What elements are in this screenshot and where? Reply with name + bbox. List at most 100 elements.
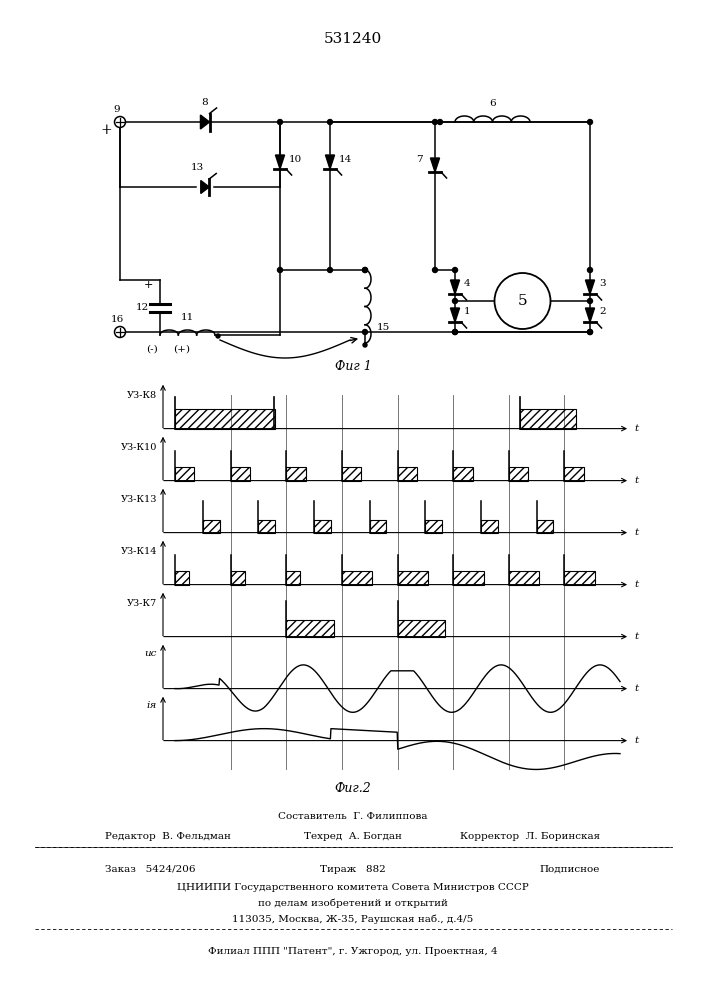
Text: 8: 8 [201, 98, 209, 107]
Polygon shape [201, 115, 209, 129]
Text: (-): (-) [146, 344, 158, 354]
Text: Фиг 1: Фиг 1 [334, 360, 371, 373]
Circle shape [363, 267, 368, 272]
Circle shape [452, 330, 457, 334]
Text: УЗ-К10: УЗ-К10 [121, 444, 157, 452]
Bar [342, 467, 361, 481]
Circle shape [452, 267, 457, 272]
Text: Составитель  Г. Филиппова: Составитель Г. Филиппова [279, 812, 428, 821]
Bar [397, 620, 445, 637]
Circle shape [588, 298, 592, 304]
Bar [286, 467, 305, 481]
Bar [397, 571, 428, 585]
Text: УЗ-К14: УЗ-К14 [120, 548, 157, 556]
Text: 10: 10 [289, 155, 303, 164]
Bar [259, 520, 275, 533]
Circle shape [588, 330, 592, 334]
Text: 9: 9 [114, 105, 120, 114]
Text: 15: 15 [377, 324, 390, 332]
Bar [453, 571, 484, 585]
Text: +: + [100, 123, 112, 137]
Polygon shape [450, 308, 460, 322]
Bar [537, 520, 554, 533]
Bar [230, 571, 245, 585]
Text: 11: 11 [181, 313, 194, 322]
Bar [175, 571, 189, 585]
Circle shape [216, 334, 220, 338]
Circle shape [278, 119, 283, 124]
Circle shape [438, 119, 443, 124]
Text: 1: 1 [464, 308, 471, 316]
Circle shape [494, 273, 551, 329]
Text: ЦНИИПИ Государственного комитета Совета Министров СССР: ЦНИИПИ Государственного комитета Совета … [177, 883, 529, 892]
Bar [370, 520, 386, 533]
Circle shape [327, 267, 332, 272]
Circle shape [363, 330, 368, 334]
Text: Подписное: Подписное [539, 865, 600, 874]
Text: Заказ   5424/206: Заказ 5424/206 [105, 865, 196, 874]
Bar [509, 571, 539, 585]
Polygon shape [276, 155, 284, 169]
Text: t: t [634, 580, 638, 589]
Text: Корректор  Л. Боринская: Корректор Л. Боринская [460, 832, 600, 841]
Polygon shape [201, 180, 209, 194]
Text: УЗ-К7: УЗ-К7 [127, 599, 157, 608]
Text: УЗ-К8: УЗ-К8 [127, 391, 157, 400]
Circle shape [363, 343, 367, 347]
Circle shape [115, 116, 126, 127]
Bar [564, 467, 584, 481]
Circle shape [327, 119, 332, 124]
Bar [397, 467, 417, 481]
Bar [509, 467, 528, 481]
Text: 5: 5 [518, 294, 527, 308]
Bar [520, 409, 575, 429]
Polygon shape [325, 155, 334, 169]
Bar [342, 571, 373, 585]
Circle shape [278, 267, 283, 272]
Text: Филиал ППП "Патент", г. Ужгород, ул. Проектная, 4: Филиал ППП "Патент", г. Ужгород, ул. Про… [208, 947, 498, 956]
Text: t: t [634, 528, 638, 537]
Bar [453, 467, 472, 481]
Text: 113035, Москва, Ж-35, Раушская наб., д.4/5: 113035, Москва, Ж-35, Раушская наб., д.4… [233, 915, 474, 924]
Circle shape [363, 267, 368, 272]
Text: 6: 6 [489, 99, 496, 108]
Circle shape [588, 330, 592, 334]
Text: 12: 12 [135, 302, 148, 312]
Text: t: t [634, 476, 638, 485]
Text: 16: 16 [110, 315, 124, 324]
Bar [426, 520, 442, 533]
Text: 14: 14 [339, 155, 352, 164]
Circle shape [452, 298, 457, 304]
Bar [314, 520, 331, 533]
Circle shape [433, 119, 438, 124]
Polygon shape [585, 280, 595, 294]
Circle shape [588, 267, 592, 272]
Text: УЗ-К13: УЗ-К13 [120, 495, 157, 504]
Circle shape [452, 330, 457, 334]
Bar [481, 520, 498, 533]
Text: t: t [634, 684, 638, 693]
Bar [230, 467, 250, 481]
Circle shape [588, 119, 592, 124]
Circle shape [433, 267, 438, 272]
Bar [203, 520, 219, 533]
Polygon shape [585, 308, 595, 322]
Text: Тираж   882: Тираж 882 [320, 865, 386, 874]
Circle shape [115, 326, 126, 338]
Bar [175, 467, 194, 481]
Text: 531240: 531240 [324, 32, 382, 46]
Text: Фиг.2: Фиг.2 [334, 782, 371, 795]
Text: t: t [634, 632, 638, 641]
Text: iя: iя [147, 701, 157, 710]
Text: 7: 7 [416, 155, 422, 164]
Bar [175, 409, 275, 429]
Text: 4: 4 [464, 279, 471, 288]
Text: (+): (+) [173, 344, 190, 354]
Text: 2: 2 [599, 308, 606, 316]
Text: 3: 3 [599, 279, 606, 288]
Text: Техред  А. Богдан: Техред А. Богдан [304, 832, 402, 841]
Polygon shape [431, 158, 440, 172]
Text: Редактор  В. Фельдман: Редактор В. Фельдман [105, 832, 231, 841]
Bar [564, 571, 595, 585]
Text: по делам изобретений и открытий: по делам изобретений и открытий [258, 899, 448, 908]
